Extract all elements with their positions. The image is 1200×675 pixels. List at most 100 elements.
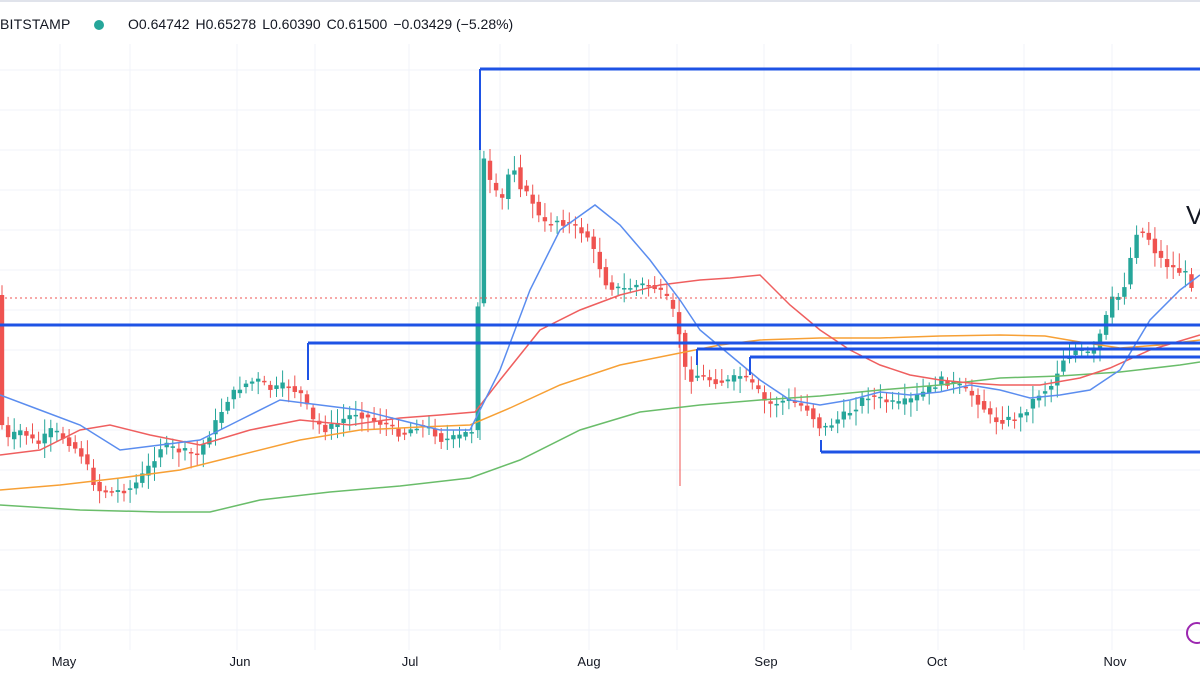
candle-body-173 [1055,373,1060,386]
candle-body-135 [823,425,828,428]
candle-body-17 [103,490,108,493]
candle-body-159 [969,390,975,396]
candle-body-152 [927,385,932,393]
candle-body-182 [1110,296,1115,318]
x-tick-label: Nov [1103,654,1127,669]
candle-body-75 [457,434,462,439]
ma-green-line [0,361,1200,513]
candle-body-71 [432,429,438,437]
candle-body-128 [780,400,785,403]
candle-body-3 [18,430,23,436]
candle-body-74 [451,435,456,440]
candle-body-186 [1134,234,1139,258]
candle-body-169 [1030,398,1036,409]
tradingview-logo-icon [1186,622,1200,644]
candle-body-119 [725,379,731,382]
candle-body-49 [298,390,304,394]
high-value: H0.65278 [195,16,257,32]
candle-body-112 [683,332,688,367]
candle-body-37 [225,401,230,411]
candle-body-16 [97,481,102,492]
candle-body-95 [579,227,584,234]
candle-body-158 [963,386,968,389]
candle-body-117 [713,379,718,385]
candle-body-142 [866,398,871,401]
candle-body-85 [518,167,523,190]
x-tick-label: Oct [927,654,948,669]
candle-body-18 [109,491,114,493]
candle-body-64 [390,424,395,427]
candle-body-54 [329,423,334,429]
ma-orange-line [0,334,1200,491]
x-tick-label: Sep [754,654,777,669]
candle-body-33 [201,444,206,455]
candle-body-40 [243,383,249,388]
candle-body-19 [115,490,121,492]
candle-body-57 [347,415,352,420]
candle-body-72 [439,433,444,442]
candle-body-56 [341,418,346,423]
market-status-dot-icon [94,20,104,30]
candle-body-149 [908,398,914,403]
candle-body-120 [731,375,737,382]
candle-body-190 [1158,250,1164,258]
candle-body-167 [1018,413,1023,418]
candle-body-124 [756,385,761,390]
candle-body-24 [146,465,151,476]
candle-body-138 [841,411,846,420]
candle-body-143 [872,395,877,397]
candle-body-30 [182,448,188,451]
candle-body-63 [384,422,389,425]
candle-body-179 [1091,347,1097,354]
candle-body-2 [12,431,17,440]
candle-body-48 [292,386,297,392]
candle-body-7 [42,433,47,444]
open-value: O0.64742 [128,16,190,32]
candle-body-194 [1183,270,1188,273]
candle-body-104 [634,284,639,288]
x-tick-label: Jul [402,654,419,669]
candle-body-102 [622,288,627,290]
candle-body-123 [750,379,755,383]
candle-body-27 [164,442,169,448]
candle-body-13 [79,448,84,457]
candle-body-192 [1171,265,1176,268]
candle-body-50 [304,394,310,405]
candle-body-89 [542,217,548,222]
candle-body-171 [1042,391,1048,394]
candle-body-42 [256,378,261,382]
candle-body-162 [988,408,993,415]
candle-body-77 [469,432,474,434]
candle-body-83 [506,174,511,199]
candle-body-125 [762,392,767,401]
candle-body-67 [408,429,413,434]
candle-body-191 [1164,259,1170,268]
candle-body-46 [280,382,285,389]
candle-body-92 [561,220,566,226]
candle-body-10 [60,433,66,439]
candle-body-188 [1146,232,1151,240]
candle-body-157 [957,383,962,386]
candle-body-174 [1061,360,1066,372]
top-border [0,0,1200,2]
candle-body-187 [1140,231,1145,234]
candle-body-61 [371,417,377,422]
candle-body-127 [774,403,779,406]
candle-body-118 [719,380,724,383]
candle-body-145 [884,399,889,403]
candle-body-193 [1177,268,1182,273]
candle-body-11 [66,437,72,447]
x-tick-label: May [52,654,77,669]
candle-body-21 [127,488,133,490]
candle-body-39 [237,389,243,394]
symbol-label[interactable]: BITSTAMP [0,16,71,32]
candle-body-25 [152,461,157,468]
candle-body-153 [933,387,938,389]
candle-body-130 [792,400,798,403]
candle-body-6 [36,440,41,444]
candle-body-103 [628,288,633,290]
candle-body-137 [835,419,840,424]
chart-header: BITSTAMP O0.64742 H0.65278 L0.60390 C0.6… [0,0,1200,44]
candle-body-176 [1073,350,1078,355]
